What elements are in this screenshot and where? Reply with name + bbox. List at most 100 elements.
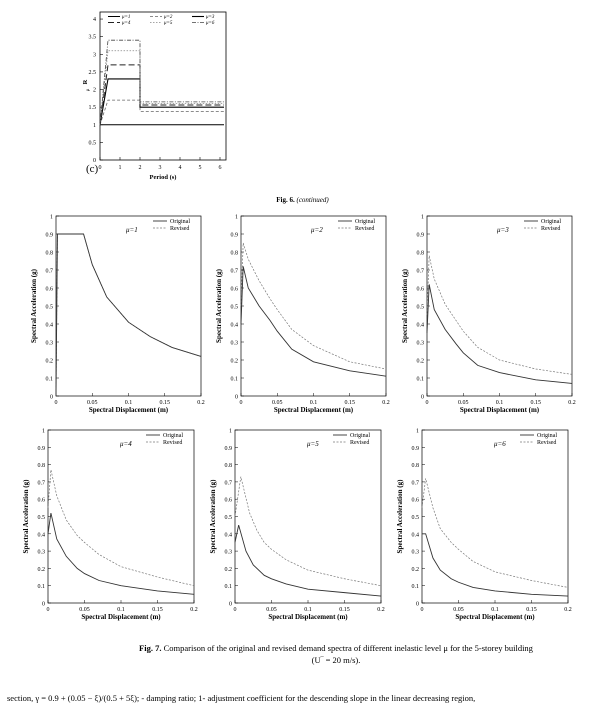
y-tick-label: 0 xyxy=(229,602,232,608)
x-tick-label: 0.05 xyxy=(458,400,469,406)
x-tick-label: 0.2 xyxy=(377,607,385,613)
y-tick-label: 0.1 xyxy=(46,377,54,383)
revised-line xyxy=(234,476,382,587)
x-tick-label: 0.1 xyxy=(125,400,133,406)
series-line-mu5 xyxy=(99,50,224,125)
legend-label: μ=6 xyxy=(206,21,215,26)
x-axis-label: Spectral Displacement (m) xyxy=(81,613,161,621)
y-tick-label: 0.5 xyxy=(38,515,46,521)
y-tick-label: 0.5 xyxy=(417,305,425,311)
x-tick-label: 0 xyxy=(234,607,237,613)
y-tick-label: 0.3 xyxy=(231,341,239,347)
x-tick-label: 0.2 xyxy=(568,400,576,406)
y-tick-label: 0.1 xyxy=(225,584,233,590)
x-tick-label: 0 xyxy=(47,607,50,613)
x-tick-label: 0.15 xyxy=(531,400,542,406)
y-tick-label: 0.9 xyxy=(231,233,239,239)
legend-label-original: Original xyxy=(541,219,561,225)
y-tick-label: 0.4 xyxy=(225,532,233,538)
y-axis-label: Spectral Acceleration (g) xyxy=(22,479,30,554)
x-tick-label: 0 xyxy=(240,400,243,406)
body-paragraph: section, γ = 0.9 + (0.05 − ξ)/(0.5 + 5ξ)… xyxy=(7,693,476,703)
legend-label-original: Original xyxy=(170,219,190,225)
y-tick-label: 0.9 xyxy=(417,233,425,239)
y-tick-label: 0.2 xyxy=(417,359,425,365)
spectrum-panel-mu6: 0 0.1 0.2 0.3 0.4 0.5 0.6 0.7 0.8 0.9 1 0 0.05 0.1 0.1… xyxy=(396,429,572,622)
y-tick-label: 0.7 xyxy=(225,480,233,486)
y-axis-label: R xyxy=(82,79,89,84)
y-tick-label: 1 xyxy=(93,123,96,129)
fig7-caption-text: Comparison of the original and revised d… xyxy=(163,643,533,653)
legend-label-original: Original xyxy=(537,433,557,439)
x-tick-label: 0.2 xyxy=(382,400,390,406)
x-tick-label: 0 xyxy=(421,607,424,613)
revised-line xyxy=(55,233,202,397)
legend-label-original: Original xyxy=(163,433,183,439)
y-tick-label: 0.8 xyxy=(225,463,233,469)
legend-label: μ=4 xyxy=(122,21,131,26)
revised-line xyxy=(426,255,573,375)
x-tick-label: 0.15 xyxy=(339,607,350,613)
x-tick-label: 0.15 xyxy=(152,607,163,613)
legend-label-revised: Revised xyxy=(163,440,182,446)
y-tick-label: 0.6 xyxy=(46,287,54,293)
x-axis-label: Period (s) xyxy=(150,174,177,181)
revised-line xyxy=(421,478,569,588)
y-tick-label: 0.5 xyxy=(231,305,239,311)
y-axis-label: Spectral Acceleration (g) xyxy=(209,479,217,554)
spectrum-panel-mu1: 0 0.1 0.2 0.3 0.4 0.5 0.6 0.7 0.8 0.9 1 0 0.05 0.1 0.1… xyxy=(30,215,205,415)
y-tick-label: 0.4 xyxy=(417,323,425,329)
y-tick-label: 0.7 xyxy=(231,269,239,275)
revised-line xyxy=(47,469,195,587)
fig6-caption: Fig. 6. (continued) xyxy=(0,196,605,204)
y-tick-label: 0.5 xyxy=(412,515,420,521)
y-tick-label: 0.1 xyxy=(231,377,239,383)
y-tick-label: 0.9 xyxy=(225,446,233,452)
y-tick-label: 0.5 xyxy=(89,140,97,146)
x-tick-label: 5 xyxy=(199,165,202,171)
y-tick-label: 2 xyxy=(93,88,96,94)
revised-line xyxy=(240,242,387,370)
y-axis-label: Spectral Acceleration (g) xyxy=(401,268,409,343)
mu-label: μ=2 xyxy=(311,226,323,234)
y-tick-label: 0 xyxy=(421,395,424,401)
x-tick-label: 0 xyxy=(99,165,102,171)
legend-label-revised: Revised xyxy=(170,226,189,232)
y-tick-label: 0.4 xyxy=(231,323,239,329)
x-tick-label: 3 xyxy=(159,165,162,171)
y-tick-label: 0.2 xyxy=(412,567,420,573)
x-tick-label: 0.2 xyxy=(197,400,205,406)
legend-label-original: Original xyxy=(350,433,370,439)
y-tick-label: 0.7 xyxy=(38,480,46,486)
y-tick-label: 0 xyxy=(50,395,53,401)
plot-frame xyxy=(240,215,387,397)
y-tick-label: 0.1 xyxy=(38,584,46,590)
y-tick-label: 0.8 xyxy=(417,251,425,257)
x-tick-label: 0.05 xyxy=(79,607,90,613)
plot-frame xyxy=(47,429,195,604)
y-tick-label: 0.4 xyxy=(412,532,420,538)
legend-label-revised: Revised xyxy=(355,226,374,232)
x-tick-label: 0.15 xyxy=(160,400,171,406)
y-tick-label: 0.3 xyxy=(46,341,54,347)
y-tick-label: 0.8 xyxy=(38,463,46,469)
y-axis-label: Spectral Acceleration (g) xyxy=(396,479,404,554)
spectrum-panel-mu2: 0 0.1 0.2 0.3 0.4 0.5 0.6 0.7 0.8 0.9 1 0 0.05 0.1 0.1… xyxy=(215,215,390,415)
x-tick-label: 0.15 xyxy=(345,400,356,406)
legend-label: μ=3 xyxy=(206,15,215,20)
fig7-caption-label: Fig. 7. xyxy=(139,643,162,653)
mu-label: μ=1 xyxy=(126,226,138,234)
y-tick-label: 0.8 xyxy=(231,251,239,257)
original-line xyxy=(422,533,569,597)
x-axis-label: Spectral Displacement (m) xyxy=(455,613,535,621)
fig6-caption-text: (continued) xyxy=(296,196,329,204)
x-tick-label: 0.1 xyxy=(310,400,318,406)
legend-label-revised: Revised xyxy=(541,226,560,232)
y-tick-label: 0.3 xyxy=(38,550,46,556)
y-tick-label: 0.7 xyxy=(417,269,425,275)
y-tick-label: 0.3 xyxy=(225,550,233,556)
legend-label-revised: Revised xyxy=(350,440,369,446)
spectrum-panel-mu3: 0 0.1 0.2 0.3 0.4 0.5 0.6 0.7 0.8 0.9 1 0 0.05 0.1 0.1… xyxy=(401,215,576,415)
series-line-mu6 xyxy=(99,39,224,125)
x-tick-label: 4 xyxy=(179,165,182,171)
